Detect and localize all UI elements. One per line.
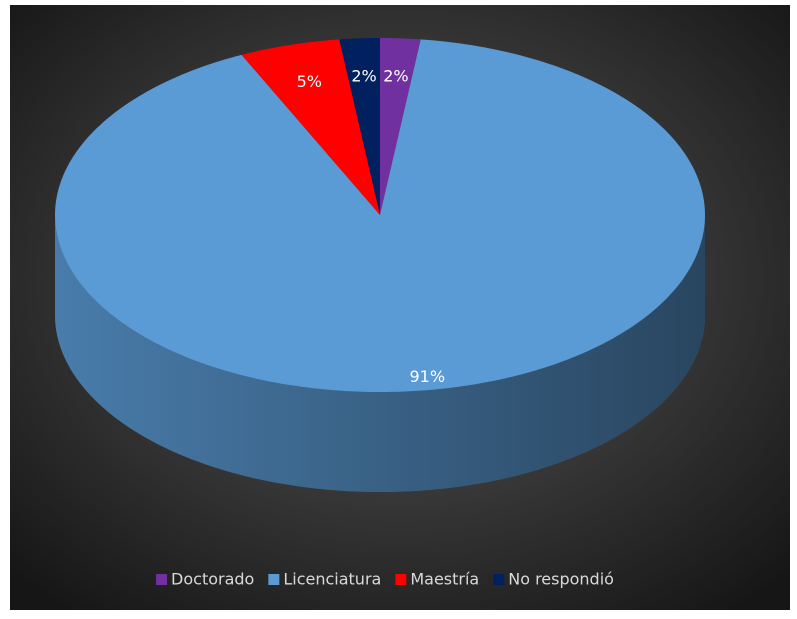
- legend-item: Doctorado: [156, 570, 254, 589]
- data-label: 2%: [351, 67, 376, 86]
- legend-item: Maestría: [395, 570, 479, 589]
- data-label: 2%: [383, 67, 408, 86]
- pie-side-shade: [55, 215, 705, 492]
- pie-slice: [380, 38, 421, 215]
- legend-label: No respondió: [508, 570, 614, 589]
- legend-label: Doctorado: [171, 570, 254, 589]
- legend-swatch: [493, 574, 505, 585]
- legend-swatch: [156, 574, 168, 585]
- legend-label: Licenciatura: [283, 570, 381, 589]
- data-label: 91%: [410, 367, 446, 386]
- data-label: 5%: [297, 72, 322, 91]
- legend-swatch: [395, 574, 407, 585]
- legend-item: No respondió: [493, 570, 614, 589]
- pie-slice: [241, 39, 380, 216]
- pie: 2% 91% 5% 2%: [55, 38, 705, 492]
- legend-label: Maestría: [410, 570, 479, 589]
- pie-slice: [339, 38, 380, 215]
- legend-swatch: [268, 574, 280, 585]
- legend: Doctorado Licenciatura Maestría No respondi…: [156, 570, 614, 589]
- legend-item: Licenciatura: [268, 570, 381, 589]
- pie-slice: [55, 39, 705, 392]
